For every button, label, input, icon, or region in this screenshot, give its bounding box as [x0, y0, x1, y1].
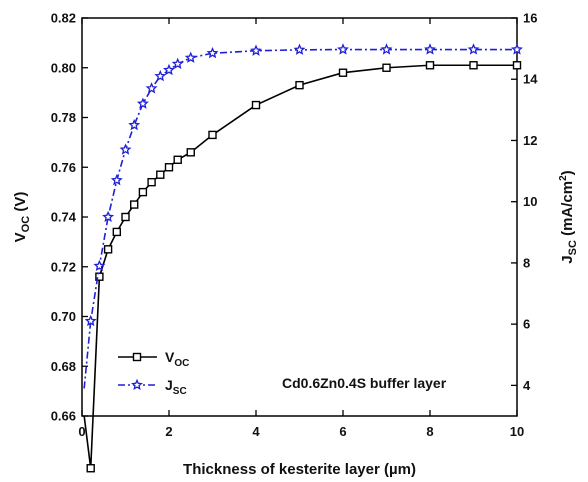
y-axis-right-title: JSC (mA/cm2) [558, 170, 579, 263]
point-voc [186, 148, 195, 157]
y-right-title-sub: SC [567, 240, 579, 255]
point-voc [121, 212, 130, 222]
point-voc [147, 177, 156, 187]
point-voc [338, 68, 348, 77]
legend-marker-voc [132, 352, 142, 362]
legend-label-jsc: JSC [165, 377, 187, 397]
point-voc [103, 245, 113, 254]
point-voc [129, 200, 139, 209]
point-jsc [511, 43, 523, 55]
y-left-tick-label: 0.76 [51, 160, 76, 175]
series-layer [83, 43, 523, 473]
series-line-voc [83, 64, 517, 469]
x-axis-title: Thickness of kesterite layer (µm) [183, 461, 416, 478]
y-right-tick-label: 4 [523, 378, 531, 393]
y-right-tick-label: 12 [523, 133, 537, 148]
y-right-tick-label: 10 [523, 194, 537, 209]
y-right-title-unit: (mA/cm [559, 181, 576, 240]
legend-voc-sub: OC [174, 358, 189, 369]
point-voc [208, 130, 217, 140]
y-left-tick-label: 0.72 [51, 259, 76, 274]
y-left-tick-label: 0.66 [51, 409, 76, 424]
point-voc [138, 187, 148, 197]
legend-marker-jsc [131, 378, 143, 391]
buffer-layer-annotation: Cd0.6Zn0.4S buffer layer [282, 375, 447, 391]
point-jsc [206, 46, 219, 59]
y-left-tick-label: 0.78 [51, 110, 76, 125]
x-tick-label: 8 [426, 424, 433, 439]
point-jsc [84, 314, 97, 327]
y-right-title-base: J [559, 255, 576, 263]
point-jsc [93, 259, 106, 272]
point-voc [156, 170, 165, 179]
point-voc [112, 227, 122, 237]
legend-jsc-sub: SC [173, 386, 187, 397]
y-right-tick-label: 16 [523, 11, 537, 26]
point-voc [469, 61, 478, 70]
point-jsc [380, 43, 393, 55]
y-left-title-sub: OC [20, 216, 32, 233]
point-voc [512, 61, 522, 70]
point-voc [251, 100, 261, 110]
point-jsc [467, 43, 480, 55]
point-voc [86, 464, 95, 473]
point-jsc [136, 97, 149, 109]
x-tick-label: 0 [78, 424, 85, 439]
point-voc [382, 63, 391, 72]
point-jsc [154, 69, 167, 82]
y-left-tick-label: 0.82 [51, 11, 76, 26]
legend-jsc-base: J [165, 377, 173, 393]
point-jsc [184, 51, 197, 63]
x-tick-label: 4 [252, 424, 260, 439]
point-jsc [250, 44, 262, 56]
point-jsc [293, 43, 306, 55]
y-left-tick-label: 0.70 [51, 309, 76, 324]
y-left-tick-label: 0.80 [51, 60, 76, 75]
y-right-tick-label: 6 [523, 317, 530, 332]
point-jsc [110, 173, 123, 186]
point-jsc [145, 82, 158, 94]
legend-label-voc: VOC [165, 349, 189, 369]
y-left-title-base: V [12, 232, 29, 242]
legend: VOC JSC [118, 349, 189, 397]
y-right-tick-label: 14 [523, 72, 538, 87]
point-jsc [128, 118, 141, 131]
y-axis-left-title: VOC (V) [12, 192, 32, 243]
point-jsc [424, 43, 436, 55]
y-left-tick-label: 0.68 [51, 359, 76, 374]
point-voc [164, 163, 174, 172]
series-line-jsc [83, 48, 517, 389]
point-voc [95, 272, 104, 281]
x-tick-label: 10 [510, 424, 524, 439]
point-jsc [102, 210, 115, 223]
y-left-title-unit: (V) [12, 192, 29, 216]
y-right-tick-label: 8 [523, 255, 530, 270]
point-jsc [163, 63, 175, 76]
x-tick-label: 2 [165, 424, 172, 439]
x-tick-label: 6 [339, 424, 346, 439]
point-jsc [119, 143, 132, 155]
y-right-title-close: ) [559, 170, 576, 175]
point-jsc [337, 43, 349, 55]
point-voc [295, 80, 304, 90]
y-left-tick-label: 0.74 [51, 210, 77, 225]
point-voc [425, 61, 435, 70]
axis-ticks: 0 2 4 6 8 10 0.66 0.68 0.70 0.72 0.74 0.76 0.78 0.80 0… [51, 11, 539, 440]
y-right-title-sup: 2 [558, 175, 569, 181]
legend-voc-base: V [165, 349, 175, 365]
point-voc [173, 155, 182, 164]
point-jsc [171, 57, 184, 69]
